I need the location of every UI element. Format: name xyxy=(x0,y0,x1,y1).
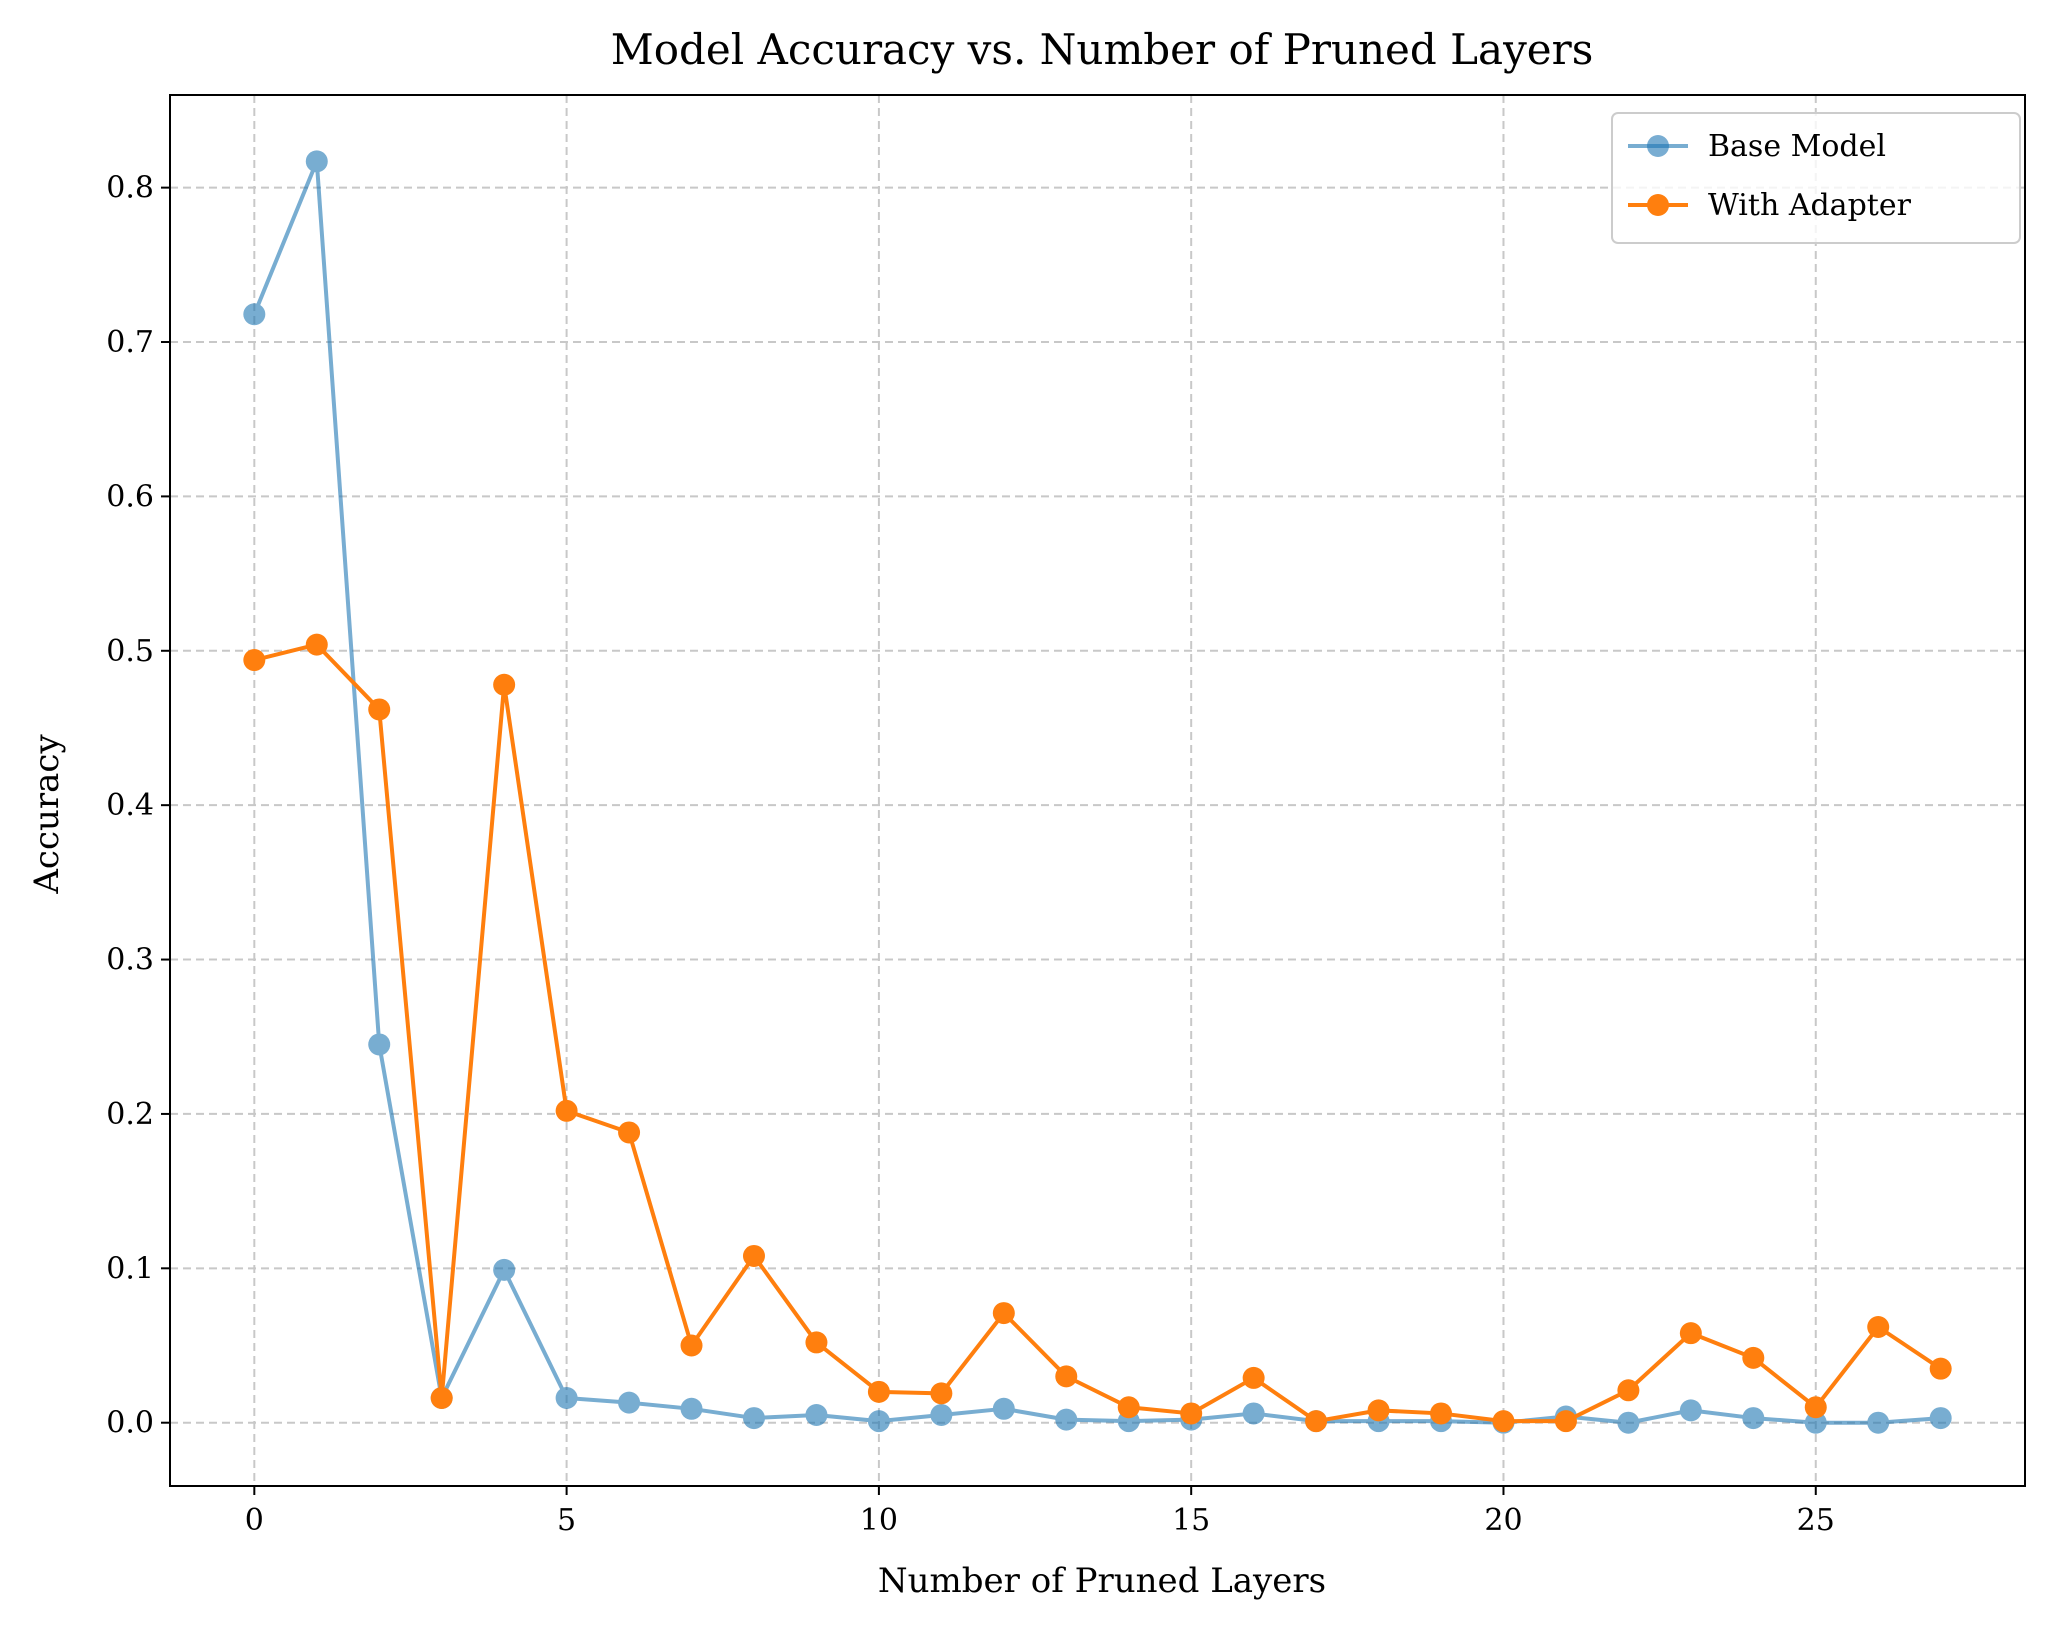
legend-label-with-adapter: With Adapter xyxy=(1708,188,1912,223)
data-point-base-model xyxy=(992,1397,1015,1420)
y-tick-label: 0.8 xyxy=(106,171,154,206)
data-point-base-model xyxy=(368,1033,391,1056)
data-point-with-adapter xyxy=(1867,1315,1890,1338)
data-point-base-model xyxy=(493,1258,516,1281)
data-point-with-adapter xyxy=(930,1382,953,1405)
data-point-with-adapter xyxy=(493,673,516,696)
series-line-with-adapter xyxy=(253,642,1942,1424)
chart-title: Model Accuracy vs. Number of Pruned Laye… xyxy=(611,25,1594,74)
data-point-with-adapter xyxy=(1742,1346,1765,1369)
data-point-base-model xyxy=(742,1407,765,1430)
y-tick-label: 0.7 xyxy=(106,325,154,360)
y-tick-label: 0.5 xyxy=(106,634,154,669)
x-tick-label: 5 xyxy=(557,1503,576,1538)
y-tick-label: 0.6 xyxy=(106,479,154,514)
data-point-base-model xyxy=(1055,1408,1078,1431)
data-point-with-adapter xyxy=(305,633,328,656)
legend-marker-with-adapter xyxy=(1647,194,1669,216)
legend: Base Model With Adapter xyxy=(1611,112,2021,244)
data-point-base-model xyxy=(1242,1402,1265,1425)
data-point-with-adapter xyxy=(555,1099,578,1122)
series-with-adapter xyxy=(243,633,1952,1433)
data-point-base-model xyxy=(1617,1411,1640,1434)
data-point-base-model xyxy=(930,1403,953,1426)
data-point-base-model xyxy=(805,1403,828,1426)
legend-box xyxy=(1611,112,2021,244)
data-point-base-model xyxy=(1804,1411,1827,1434)
data-point-with-adapter xyxy=(1180,1402,1203,1425)
x-tick-label: 25 xyxy=(1797,1503,1835,1538)
axis-ticks: 0 5 10 15 20 25 0.0 0.1 0.2 0.3 0.4 0.5 0.6 0.7 0.8 xyxy=(106,171,1835,1538)
legend-label-base-model: Base Model xyxy=(1708,129,1886,164)
data-point-with-adapter xyxy=(430,1387,453,1410)
data-point-with-adapter xyxy=(680,1334,703,1357)
series-line-base-model xyxy=(252,159,1941,1425)
data-point-base-model xyxy=(1929,1407,1952,1430)
data-point-base-model xyxy=(555,1387,578,1410)
y-tick-label: 0.0 xyxy=(106,1406,154,1441)
data-point-with-adapter xyxy=(1242,1366,1265,1389)
plot-area-frame xyxy=(169,94,2026,1487)
data-point-base-model xyxy=(1679,1399,1702,1422)
data-point-with-adapter xyxy=(1929,1357,1952,1380)
x-tick-label: 0 xyxy=(245,1503,264,1538)
data-point-base-model xyxy=(618,1391,641,1414)
legend-marker-base-model xyxy=(1647,135,1669,157)
data-point-base-model xyxy=(680,1397,703,1420)
y-tick-label: 0.4 xyxy=(106,788,154,823)
data-point-with-adapter xyxy=(867,1380,890,1403)
data-point-with-adapter xyxy=(1617,1379,1640,1402)
data-point-base-model xyxy=(1867,1411,1890,1434)
data-point-with-adapter xyxy=(618,1121,641,1144)
y-tick-label: 0.1 xyxy=(106,1251,154,1286)
data-point-with-adapter xyxy=(1305,1410,1328,1433)
data-point-with-adapter xyxy=(368,698,391,721)
data-point-base-model xyxy=(243,303,266,326)
data-point-base-model xyxy=(1742,1407,1765,1430)
data-point-with-adapter xyxy=(1055,1365,1078,1388)
data-point-base-model xyxy=(867,1410,890,1433)
data-point-with-adapter xyxy=(243,649,266,672)
data-point-with-adapter xyxy=(742,1244,765,1267)
data-point-with-adapter xyxy=(1492,1410,1515,1433)
x-tick-label: 10 xyxy=(860,1503,898,1538)
x-axis-label: Number of Pruned Layers xyxy=(878,1561,1326,1601)
data-point-with-adapter xyxy=(1430,1402,1453,1425)
grid-lines xyxy=(170,95,2025,1486)
y-tick-label: 0.2 xyxy=(106,1097,154,1132)
data-point-with-adapter xyxy=(992,1302,1015,1325)
y-axis-label: Accuracy xyxy=(27,734,67,895)
x-tick-label: 15 xyxy=(1172,1503,1210,1538)
data-point-with-adapter xyxy=(1804,1396,1827,1419)
x-tick-label: 20 xyxy=(1484,1503,1522,1538)
data-point-with-adapter xyxy=(1679,1322,1702,1345)
series-layer xyxy=(243,150,1952,1434)
y-tick-label: 0.3 xyxy=(106,943,154,978)
data-point-with-adapter xyxy=(805,1331,828,1354)
data-point-with-adapter xyxy=(1117,1396,1140,1419)
data-point-with-adapter xyxy=(1367,1399,1390,1422)
data-point-base-model xyxy=(305,150,328,173)
data-point-with-adapter xyxy=(1554,1410,1577,1433)
